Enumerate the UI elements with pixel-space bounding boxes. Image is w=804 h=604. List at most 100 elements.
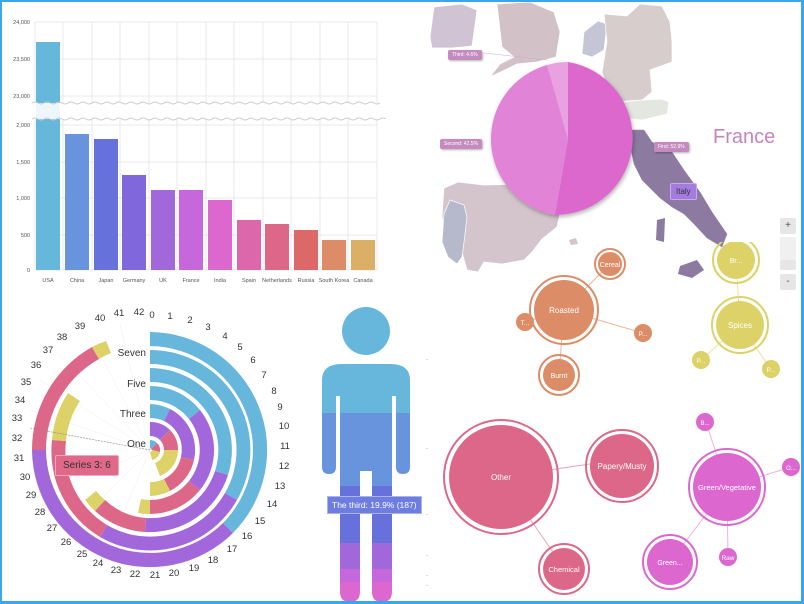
ring-label-seven: Seven: [118, 348, 146, 359]
person-segment-3[interactable]: [302, 486, 432, 543]
svg-text:T...: T...: [521, 320, 530, 327]
svg-text:Burnt: Burnt: [551, 373, 568, 380]
x-label: South Korea: [319, 278, 351, 284]
ring-label-five: Five: [127, 379, 146, 390]
svg-text:P...: P...: [767, 367, 776, 374]
x-label: Russia: [298, 278, 316, 284]
svg-text:33: 33: [12, 413, 23, 424]
node-o[interactable]: O...: [782, 458, 800, 476]
svg-text:O...: O...: [786, 466, 796, 472]
pie-slice-second[interactable]: [490, 65, 568, 215]
bar-russia[interactable]: [294, 230, 318, 270]
bar-chart-panel: 24,000 23,500 23,000 2,000 1,500 1,000 5…: [2, 2, 422, 302]
y-tick-upper: 23,000: [13, 94, 30, 100]
x-label: Canada: [353, 278, 373, 284]
node-spices[interactable]: Spices: [711, 296, 769, 354]
map-country[interactable]: [429, 3, 478, 49]
node-other[interactable]: Other: [443, 419, 559, 535]
map-country[interactable]: [489, 2, 561, 78]
svg-text:6: 6: [250, 355, 255, 366]
map-country-portugal[interactable]: [441, 199, 468, 265]
person-segment-1[interactable]: [302, 302, 432, 413]
node-green-vegetative[interactable]: Green/Vegetative: [688, 448, 766, 526]
svg-text:Green...: Green...: [657, 560, 682, 567]
svg-text:27: 27: [47, 523, 58, 534]
svg-text:35: 35: [21, 377, 32, 388]
node-roasted[interactable]: Roasted: [529, 275, 599, 345]
bar-germany[interactable]: [122, 175, 146, 270]
map-country[interactable]: [581, 20, 608, 58]
x-label: China: [70, 278, 85, 284]
map-tooltip-italy: Italy: [670, 183, 697, 200]
bar-japan[interactable]: [94, 139, 118, 270]
person-segment-6[interactable]: [302, 582, 432, 601]
pie-slice-third[interactable]: [547, 62, 568, 139]
x-label: India: [214, 278, 227, 284]
node-burnt[interactable]: Burnt: [538, 354, 580, 396]
svg-text:Roasted: Roasted: [549, 306, 579, 315]
zoom-in-button[interactable]: +: [780, 218, 796, 234]
x-label: Japan: [99, 278, 114, 284]
node-p-spices-2[interactable]: P...: [762, 360, 780, 378]
y-tick-lower: 500: [21, 233, 30, 239]
bar-india[interactable]: [208, 200, 232, 270]
svg-text:Green/Vegetative: Green/Vegetative: [698, 483, 756, 492]
svg-text:8: 8: [271, 386, 276, 397]
bar-usa[interactable]: [36, 42, 60, 270]
pictorial-panel: The third: 19.9% (187): [302, 302, 432, 601]
svg-text:0: 0: [149, 310, 154, 321]
node-raw[interactable]: Raw: [719, 548, 737, 566]
y-tick-lower: 1,000: [16, 196, 30, 202]
zoom-out-button[interactable]: -: [780, 274, 796, 290]
bar-china[interactable]: [65, 134, 89, 270]
svg-text:P...: P...: [697, 358, 706, 365]
bar-spain[interactable]: [237, 220, 261, 270]
svg-text:26: 26: [61, 537, 72, 548]
svg-text:24: 24: [93, 558, 104, 569]
svg-text:12: 12: [279, 461, 290, 472]
person-segment-4[interactable]: [302, 543, 432, 569]
y-tick-lower: 0: [27, 268, 30, 274]
node-chemical[interactable]: Chemical: [538, 543, 590, 595]
bar-south-korea[interactable]: [322, 240, 346, 270]
bar-canada[interactable]: [351, 240, 375, 270]
node-br[interactable]: Br...: [712, 242, 760, 284]
bar-france[interactable]: [179, 190, 203, 270]
ring-outer-series2[interactable]: [32, 450, 233, 568]
node-t[interactable]: T...: [516, 313, 534, 331]
zoom-slider-track[interactable]: [780, 237, 796, 260]
node-green[interactable]: Green...: [642, 534, 698, 590]
node-p-roasted[interactable]: P...: [634, 324, 652, 342]
ring-outer-series3[interactable]: [31, 347, 99, 450]
svg-text:Papery/Musty: Papery/Musty: [598, 462, 647, 471]
svg-text:22: 22: [130, 569, 141, 580]
zoom-slider-thumb[interactable]: [780, 260, 796, 270]
svg-text:16: 16: [242, 531, 253, 542]
svg-text:21: 21: [150, 570, 161, 581]
person-segment-5[interactable]: [302, 569, 432, 582]
country-title: France: [713, 126, 776, 148]
ring-label-one: One: [127, 439, 146, 450]
pie-slice-first[interactable]: [555, 62, 633, 216]
radial-tooltip: Series 3: 6: [55, 455, 119, 476]
node-p-spices-1[interactable]: P...: [692, 351, 710, 369]
svg-text:34: 34: [15, 395, 26, 406]
pie-chart[interactable]: [490, 62, 633, 216]
bar-netherlands[interactable]: [265, 224, 289, 270]
europe-map[interactable]: [422, 2, 801, 302]
svg-text:19: 19: [189, 563, 200, 574]
person-segment-2[interactable]: [302, 413, 432, 486]
ring-outer-series4[interactable]: [92, 341, 111, 359]
node-cereal[interactable]: Cereal: [594, 248, 626, 280]
svg-text:11: 11: [280, 441, 290, 452]
svg-text:Raw: Raw: [721, 555, 734, 562]
map-country[interactable]: [601, 3, 673, 103]
node-papery-musty[interactable]: Papery/Musty: [585, 429, 659, 503]
ring-outer-series1[interactable]: [150, 332, 268, 533]
bar-uk[interactable]: [151, 190, 175, 270]
bar-chart: 24,000 23,500 23,000 2,000 1,500 1,000 5…: [13, 20, 387, 284]
svg-text:41: 41: [114, 308, 125, 319]
node-b[interactable]: B...: [696, 413, 714, 431]
svg-text:14: 14: [267, 499, 278, 510]
